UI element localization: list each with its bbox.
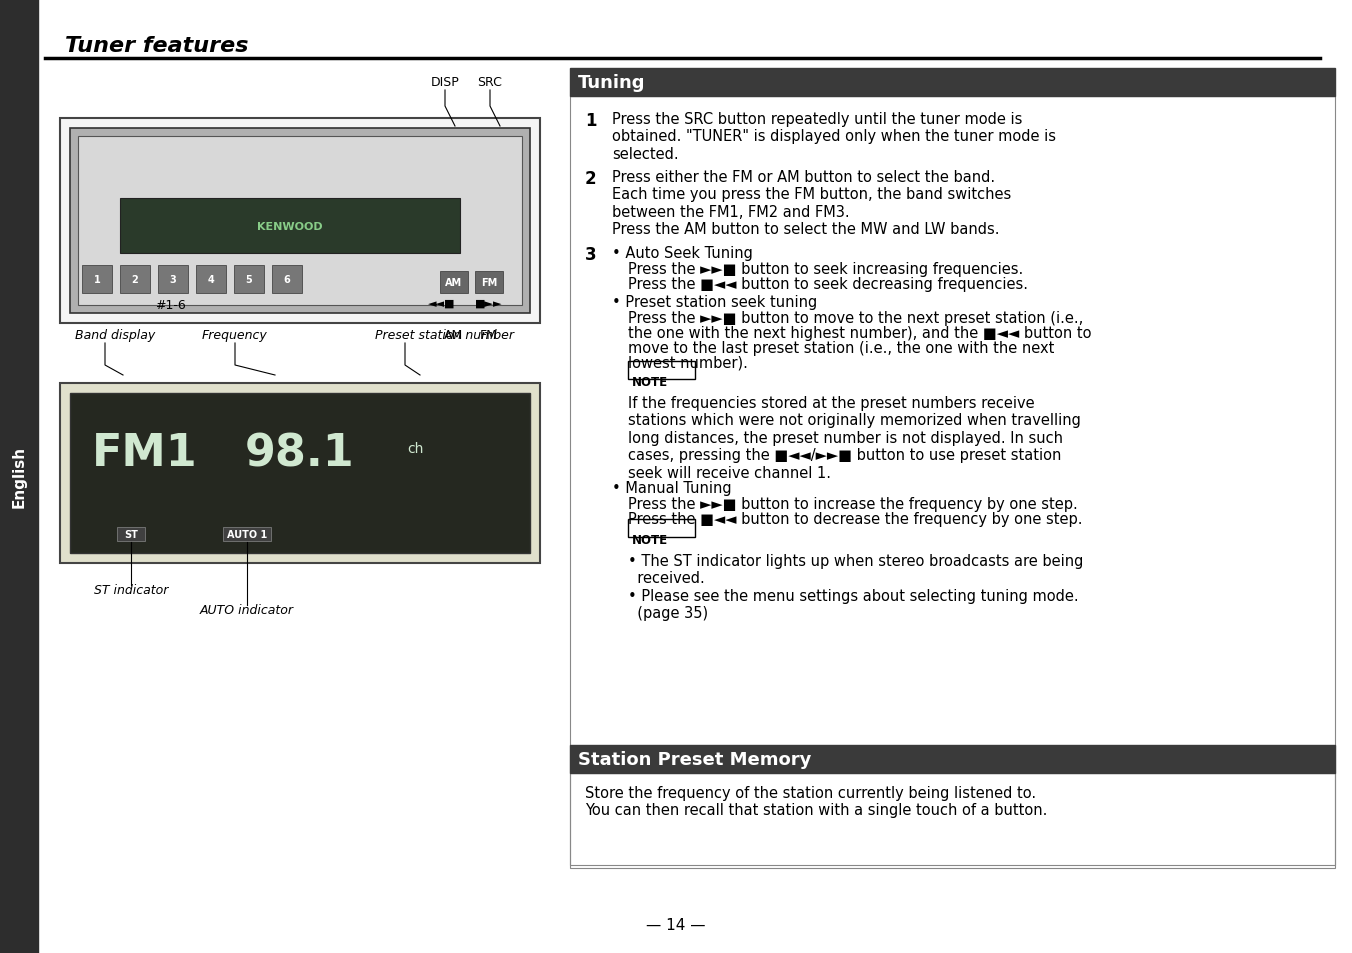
Text: FM1: FM1 xyxy=(92,432,197,475)
Text: Store the frequency of the station currently being listened to.
You can then rec: Store the frequency of the station curre… xyxy=(585,785,1048,818)
Text: Press the ■◄◄ button to seek decreasing frequencies.: Press the ■◄◄ button to seek decreasing … xyxy=(627,276,1028,292)
Text: ch: ch xyxy=(407,441,423,456)
Bar xyxy=(158,266,188,294)
Text: KENWOOD: KENWOOD xyxy=(257,221,323,232)
Bar xyxy=(70,394,530,554)
Text: NOTE: NOTE xyxy=(631,375,668,389)
Text: AM: AM xyxy=(445,329,464,341)
Text: ◄◄■: ◄◄■ xyxy=(429,298,456,309)
Bar xyxy=(627,519,695,537)
Text: AUTO indicator: AUTO indicator xyxy=(200,603,293,617)
Text: Band display: Band display xyxy=(74,329,155,341)
Bar xyxy=(59,384,539,563)
Bar xyxy=(272,266,301,294)
Text: AM: AM xyxy=(445,277,462,288)
Bar xyxy=(571,69,1334,97)
Text: Frequency: Frequency xyxy=(203,329,268,341)
Bar xyxy=(234,266,264,294)
Text: SRC: SRC xyxy=(477,76,503,89)
Text: 3: 3 xyxy=(169,274,176,285)
Text: FM: FM xyxy=(481,277,498,288)
Text: Press the ►►■ button to seek increasing frequencies.: Press the ►►■ button to seek increasing … xyxy=(627,262,1023,276)
Text: Tuning: Tuning xyxy=(579,74,645,91)
Text: 4: 4 xyxy=(208,274,215,285)
Text: 3: 3 xyxy=(585,246,596,264)
Text: ST indicator: ST indicator xyxy=(93,583,168,597)
Text: Press either the FM or AM button to select the band.
Each time you press the FM : Press either the FM or AM button to sele… xyxy=(612,170,1011,237)
Text: 1: 1 xyxy=(585,112,596,130)
Bar xyxy=(196,266,226,294)
Text: DISP: DISP xyxy=(431,76,460,89)
Bar xyxy=(118,527,145,541)
Text: • The ST indicator lights up when stereo broadcasts are being
  received.
• Plea: • The ST indicator lights up when stereo… xyxy=(627,554,1083,620)
Bar xyxy=(571,97,1334,868)
Text: lowest number).: lowest number). xyxy=(627,355,748,371)
Text: ■►►: ■►► xyxy=(476,298,503,309)
Text: Press the ►►■ button to move to the next preset station (i.e.,: Press the ►►■ button to move to the next… xyxy=(627,311,1083,326)
Text: 98.1: 98.1 xyxy=(245,432,354,475)
Text: NOTE: NOTE xyxy=(631,534,668,546)
Text: move to the last preset station (i.e., the one with the next: move to the last preset station (i.e., t… xyxy=(627,340,1055,355)
Text: Preset station number: Preset station number xyxy=(375,329,514,341)
Text: — 14 —: — 14 — xyxy=(646,918,706,933)
Text: Tuner features: Tuner features xyxy=(65,36,249,56)
Text: Press the ►►■ button to increase the frequency by one step.: Press the ►►■ button to increase the fre… xyxy=(627,497,1078,512)
Text: AUTO 1: AUTO 1 xyxy=(227,530,268,539)
Text: Station Preset Memory: Station Preset Memory xyxy=(579,750,811,768)
Text: 1: 1 xyxy=(93,274,100,285)
Bar xyxy=(0,0,38,953)
Text: 5: 5 xyxy=(246,274,253,285)
Text: the one with the next highest number), and the ■◄◄ button to: the one with the next highest number), a… xyxy=(627,326,1091,340)
Text: Press the SRC button repeatedly until the tuner mode is
obtained. "TUNER" is dis: Press the SRC button repeatedly until th… xyxy=(612,112,1056,162)
Text: • Auto Seek Tuning: • Auto Seek Tuning xyxy=(612,246,753,261)
Bar xyxy=(571,745,1334,773)
Text: FM: FM xyxy=(480,329,498,341)
Text: If the frequencies stored at the preset numbers receive
stations which were not : If the frequencies stored at the preset … xyxy=(627,395,1080,480)
Text: Press the ■◄◄ button to decrease the frequency by one step.: Press the ■◄◄ button to decrease the fre… xyxy=(627,512,1083,526)
Bar xyxy=(223,527,270,541)
Text: 6: 6 xyxy=(284,274,291,285)
Bar xyxy=(82,266,112,294)
Bar xyxy=(120,199,460,253)
Bar xyxy=(59,119,539,324)
Text: 2: 2 xyxy=(131,274,138,285)
Text: 2: 2 xyxy=(585,170,596,188)
Bar xyxy=(571,773,1334,865)
Text: • Manual Tuning: • Manual Tuning xyxy=(612,480,731,496)
Text: English: English xyxy=(12,445,27,508)
Bar xyxy=(627,361,695,379)
Bar xyxy=(70,129,530,314)
Text: • Preset station seek tuning: • Preset station seek tuning xyxy=(612,294,817,310)
Text: ST: ST xyxy=(124,530,138,539)
Bar xyxy=(78,137,522,306)
Bar xyxy=(475,272,503,294)
Bar xyxy=(120,266,150,294)
Text: #1-6: #1-6 xyxy=(154,298,185,312)
Bar xyxy=(439,272,468,294)
